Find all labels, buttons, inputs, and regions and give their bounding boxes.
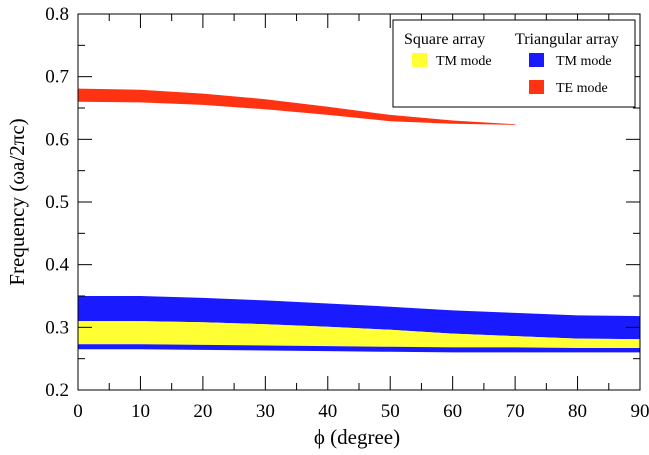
legend-swatch-triangular-te <box>529 80 544 94</box>
band-2 <box>78 321 640 348</box>
y-tick-label: 0.4 <box>45 255 69 276</box>
legend-heading-square: Square array <box>404 31 485 48</box>
x-tick-label: 10 <box>131 401 150 422</box>
x-tick-label: 70 <box>506 401 525 422</box>
legend-label-triangular-tm: TM mode <box>556 54 612 69</box>
x-axis-label: ϕ (degree) <box>314 425 400 449</box>
x-tick-label: 40 <box>318 401 337 422</box>
y-axis-label: Frequency (ωa/2πc) <box>5 118 29 285</box>
legend-swatch-square-tm <box>412 53 427 67</box>
tick-labels-layer: 0 10 20 30 40 50 60 70 80 90 0.2 0.3 0.4 0.5 0.6 0.7 0.8 <box>45 4 649 422</box>
bands-layer <box>78 88 640 353</box>
y-tick-label: 0.6 <box>45 129 69 150</box>
legend-label-square-tm: TM mode <box>436 54 492 69</box>
x-tick-label: 20 <box>193 401 212 422</box>
x-tick-label: 60 <box>443 401 462 422</box>
x-tick-label: 90 <box>631 401 649 422</box>
y-tick-label: 0.3 <box>45 317 69 338</box>
band-4 <box>78 88 516 125</box>
x-tick-label: 30 <box>256 401 275 422</box>
x-tick-label: 50 <box>381 401 400 422</box>
y-tick-label: 0.8 <box>45 4 69 25</box>
legend: Square array Triangular array TM mode TM… <box>392 19 636 108</box>
band-3 <box>78 344 640 353</box>
y-tick-label: 0.7 <box>45 67 69 88</box>
legend-box <box>392 19 636 108</box>
legend-label-triangular-te: TE mode <box>556 81 608 96</box>
x-tick-label: 80 <box>568 401 587 422</box>
legend-swatch-triangular-tm <box>529 53 544 67</box>
y-tick-label: 0.5 <box>45 192 69 213</box>
y-tick-label: 0.2 <box>45 380 69 401</box>
legend-heading-triangular: Triangular array <box>515 31 619 48</box>
band-1 <box>78 296 640 340</box>
x-tick-label: 0 <box>73 401 83 422</box>
